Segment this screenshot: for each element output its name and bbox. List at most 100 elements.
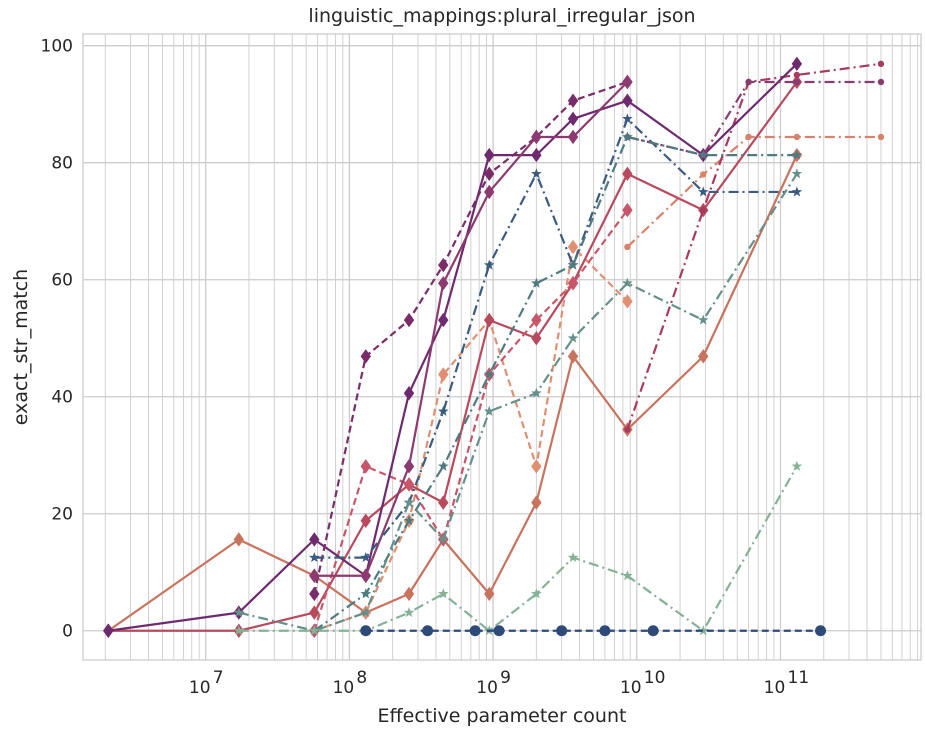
data-point xyxy=(647,625,659,637)
x-tick-exponent: 10 xyxy=(644,668,666,688)
data-point xyxy=(403,515,415,526)
y-tick-label: 40 xyxy=(51,388,73,408)
data-point xyxy=(567,129,579,145)
x-tick-label: 10 xyxy=(764,678,786,698)
data-point xyxy=(697,314,709,325)
data-point xyxy=(531,387,542,398)
data-point xyxy=(103,623,114,638)
y-axis-label: exact_str_match xyxy=(10,269,32,425)
data-point xyxy=(697,149,709,160)
data-point xyxy=(437,405,449,416)
series xyxy=(309,74,633,583)
data-point xyxy=(745,78,752,86)
data-point xyxy=(815,625,827,637)
x-tick-label: 10 xyxy=(476,678,498,698)
data-point xyxy=(309,532,320,547)
data-point xyxy=(360,568,371,583)
data-point xyxy=(697,625,709,636)
data-point xyxy=(599,625,611,637)
data-point xyxy=(877,133,885,141)
data-point xyxy=(403,586,415,602)
data-point xyxy=(531,168,542,179)
x-tick-label: 10 xyxy=(620,678,642,698)
data-point xyxy=(403,459,415,474)
data-point xyxy=(233,532,245,547)
y-tick-label: 0 xyxy=(62,622,73,642)
data-point xyxy=(877,78,885,86)
data-point xyxy=(403,312,415,328)
data-point xyxy=(622,277,633,288)
data-point xyxy=(309,568,320,583)
data-point xyxy=(360,552,372,563)
data-point xyxy=(484,312,495,328)
data-point xyxy=(360,625,372,637)
y-tick-label: 100 xyxy=(41,37,73,57)
data-point xyxy=(793,71,801,79)
data-point xyxy=(360,349,371,364)
data-point xyxy=(531,495,542,510)
x-tick-exponent: 11 xyxy=(788,668,810,688)
data-point xyxy=(531,147,542,163)
data-point xyxy=(484,184,495,200)
chart-title: linguistic_mappings:plural_irregular_jso… xyxy=(308,5,695,27)
data-point xyxy=(531,129,542,145)
data-point xyxy=(791,460,803,471)
series-line xyxy=(314,117,797,559)
data-point xyxy=(624,426,631,433)
data-point xyxy=(484,586,495,602)
x-tick-exponent: 8 xyxy=(356,668,367,688)
data-point xyxy=(360,588,372,599)
data-point xyxy=(791,56,803,72)
series-line xyxy=(314,81,629,577)
x-tick-exponent: 9 xyxy=(500,668,511,688)
data-point xyxy=(437,588,449,599)
data-point xyxy=(567,111,579,127)
data-point xyxy=(483,405,495,416)
data-point xyxy=(622,113,633,124)
data-point xyxy=(403,386,415,401)
grid xyxy=(83,34,921,660)
data-point xyxy=(483,259,495,270)
data-point xyxy=(309,605,320,620)
y-tick-label: 80 xyxy=(51,154,73,174)
data-point xyxy=(437,533,449,545)
data-point xyxy=(360,459,371,474)
plot-frame xyxy=(82,33,922,661)
data-point xyxy=(567,239,579,255)
data-point xyxy=(567,349,579,364)
x-tick-label: 10 xyxy=(333,678,355,698)
series-line xyxy=(313,209,629,632)
data-point xyxy=(233,625,245,636)
data-point xyxy=(622,202,633,218)
data-point xyxy=(531,277,542,288)
data-point xyxy=(622,166,633,182)
data-point xyxy=(697,186,709,197)
x-axis-label: Effective parameter count xyxy=(378,705,627,727)
series-layer xyxy=(103,56,885,638)
data-point xyxy=(791,186,803,197)
data-point xyxy=(622,570,633,581)
data-point xyxy=(745,133,752,141)
data-point xyxy=(360,513,371,528)
y-tick-label: 20 xyxy=(51,505,73,525)
x-tick-label: 10 xyxy=(189,678,211,698)
data-point xyxy=(700,171,707,178)
data-point xyxy=(438,495,449,510)
series-line xyxy=(313,135,797,632)
data-point xyxy=(493,625,505,637)
data-point xyxy=(438,367,449,382)
data-point xyxy=(567,259,579,270)
series-line xyxy=(238,173,798,632)
data-point xyxy=(622,93,633,108)
series xyxy=(360,625,827,637)
x-tick-exponent: 7 xyxy=(213,668,224,688)
data-point xyxy=(700,206,707,214)
data-point xyxy=(438,312,449,328)
data-point xyxy=(403,477,415,492)
data-point xyxy=(403,607,415,618)
data-point xyxy=(567,93,579,108)
data-point xyxy=(791,149,803,160)
data-point xyxy=(469,625,481,637)
data-point xyxy=(308,625,320,636)
